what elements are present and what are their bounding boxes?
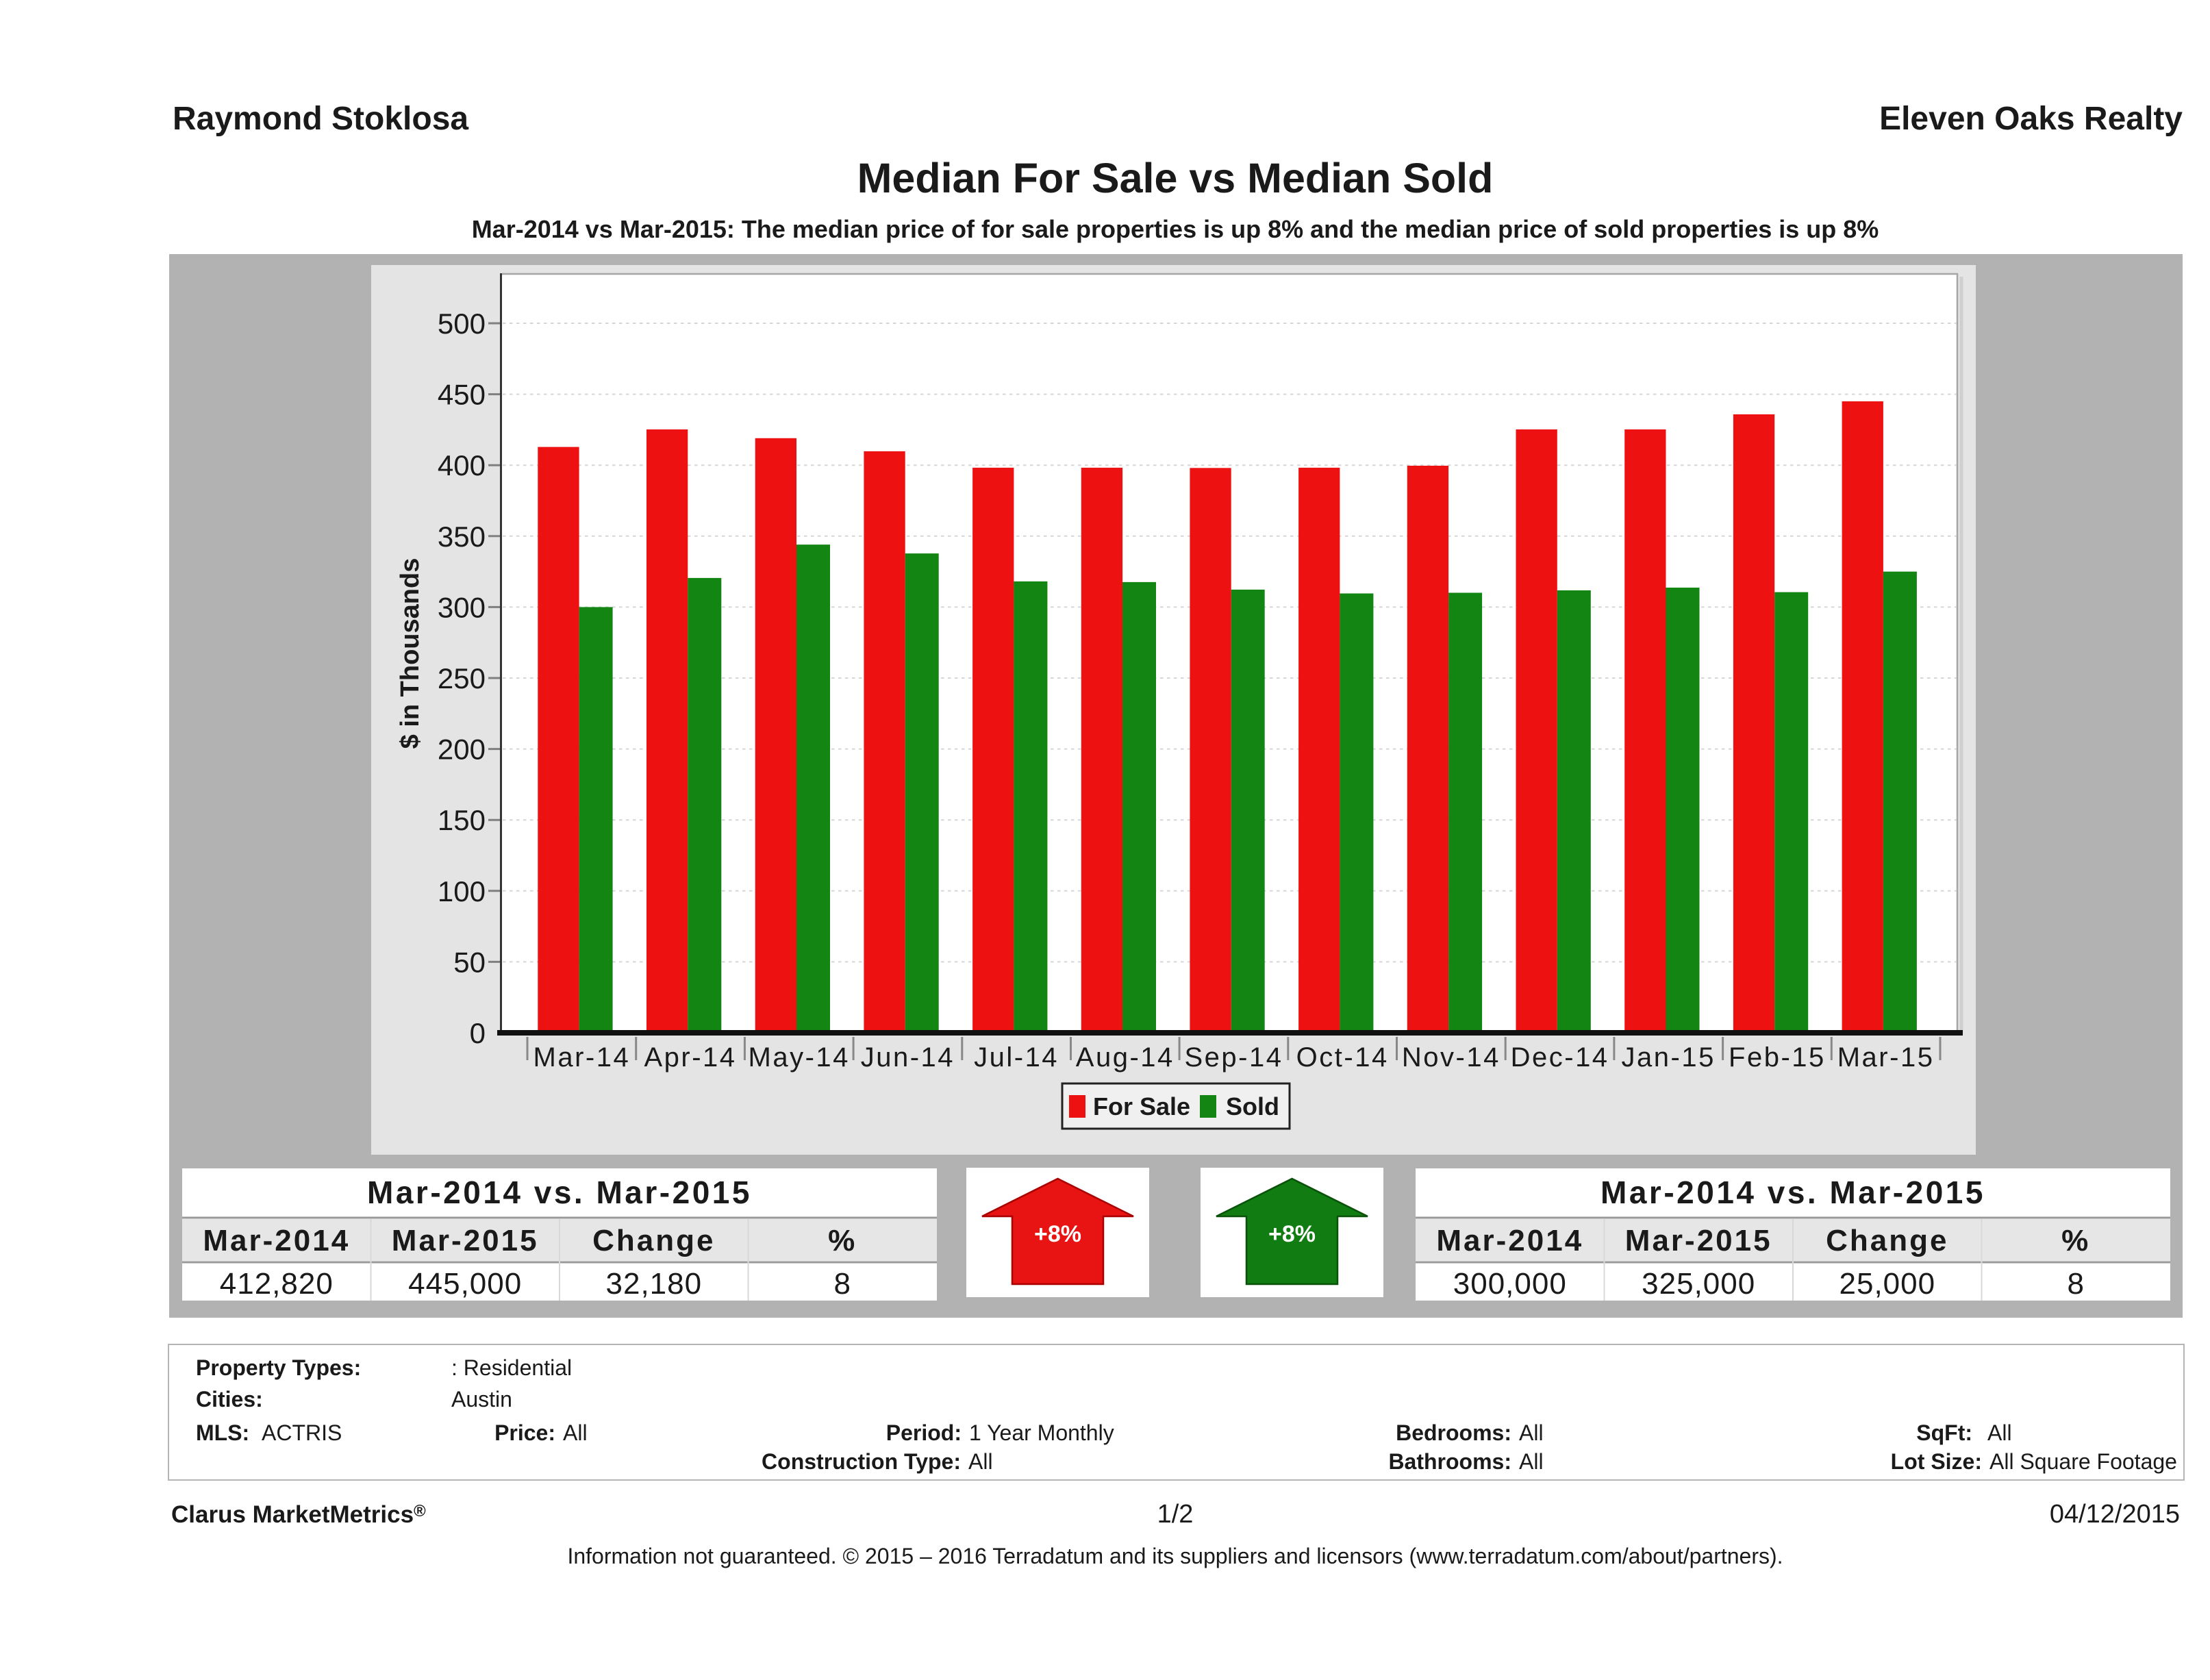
svg-text:For Sale: For Sale — [1093, 1092, 1190, 1120]
svg-text:Mar-15: Mar-15 — [1837, 1042, 1935, 1073]
svg-text:Property Types:: Property Types: — [196, 1355, 361, 1380]
svg-text:: Residential: : Residential — [451, 1355, 572, 1380]
svg-text:%: % — [828, 1224, 857, 1257]
svg-text:$ in Thousands: $ in Thousands — [396, 558, 425, 749]
svg-text:Bedrooms:: Bedrooms: — [1396, 1420, 1511, 1445]
svg-text:300,000: 300,000 — [1453, 1267, 1567, 1301]
svg-text:150: 150 — [438, 804, 486, 836]
svg-text:+8%: +8% — [1034, 1221, 1081, 1247]
svg-text:Information not guaranteed. ©: Information not guaranteed. © 2015 – 201… — [567, 1544, 1783, 1568]
svg-text:Bathrooms:: Bathrooms: — [1388, 1449, 1511, 1474]
svg-text:MLS:: MLS: — [196, 1420, 249, 1445]
svg-text:Mar-2014 vs Mar-2015: The medi: Mar-2014 vs Mar-2015: The median price o… — [472, 215, 1879, 243]
svg-text:8: 8 — [833, 1267, 851, 1301]
svg-text:Change: Change — [592, 1224, 715, 1257]
svg-text:Cities:: Cities: — [196, 1387, 263, 1412]
svg-text:Eleven Oaks Realty: Eleven Oaks Realty — [1879, 101, 2183, 137]
svg-text:300: 300 — [438, 591, 486, 623]
svg-text:325,000: 325,000 — [1642, 1267, 1755, 1301]
svg-text:All: All — [968, 1449, 993, 1474]
svg-text:Mar-2014: Mar-2014 — [203, 1224, 350, 1257]
svg-text:Mar-2014 vs. Mar-2015: Mar-2014 vs. Mar-2015 — [1600, 1175, 1985, 1210]
svg-text:All: All — [563, 1420, 588, 1445]
svg-text:Mar-2015: Mar-2015 — [1625, 1224, 1772, 1257]
svg-text:Change: Change — [1826, 1224, 1948, 1257]
svg-text:32,180: 32,180 — [606, 1267, 703, 1301]
svg-text:100: 100 — [438, 875, 486, 907]
svg-text:412,820: 412,820 — [220, 1267, 334, 1301]
svg-text:Sold: Sold — [1226, 1092, 1279, 1120]
svg-text:0: 0 — [470, 1017, 486, 1049]
svg-text:All: All — [1519, 1449, 1544, 1474]
svg-text:Mar-2014: Mar-2014 — [1436, 1224, 1583, 1257]
svg-text:Jun-14: Jun-14 — [861, 1042, 955, 1073]
svg-text:SqFt:: SqFt: — [1916, 1420, 1972, 1445]
svg-text:445,000: 445,000 — [408, 1267, 522, 1301]
svg-text:500: 500 — [438, 308, 486, 340]
svg-text:Raymond Stoklosa: Raymond Stoklosa — [173, 101, 468, 137]
svg-text:8: 8 — [2067, 1267, 2084, 1301]
svg-text:50: 50 — [453, 946, 486, 978]
svg-text:Construction Type:: Construction Type: — [762, 1449, 961, 1474]
svg-text:May-14: May-14 — [749, 1042, 850, 1073]
svg-text:Price:: Price: — [494, 1420, 555, 1445]
svg-text:ACTRIS: ACTRIS — [262, 1420, 342, 1445]
svg-text:250: 250 — [438, 662, 486, 694]
svg-text:Period:: Period: — [886, 1420, 962, 1445]
svg-text:+8%: +8% — [1268, 1221, 1316, 1247]
svg-text:Feb-15: Feb-15 — [1729, 1042, 1826, 1073]
svg-text:Dec-14: Dec-14 — [1511, 1042, 1609, 1073]
svg-text:200: 200 — [438, 734, 486, 766]
svg-text:25,000: 25,000 — [1839, 1267, 1936, 1301]
svg-text:All: All — [1987, 1420, 2012, 1445]
svg-text:All: All — [1519, 1420, 1544, 1445]
svg-text:Apr-14: Apr-14 — [644, 1042, 736, 1073]
svg-text:Aug-14: Aug-14 — [1076, 1042, 1175, 1073]
svg-text:All Square Footage: All Square Footage — [1989, 1449, 2177, 1474]
svg-text:%: % — [2061, 1224, 2090, 1257]
svg-text:1 Year Monthly: 1 Year Monthly — [969, 1420, 1114, 1445]
svg-text:Sep-14: Sep-14 — [1185, 1042, 1283, 1073]
svg-text:350: 350 — [438, 521, 486, 553]
svg-text:400: 400 — [438, 449, 486, 481]
svg-text:Median For Sale vs Median Sold: Median For Sale vs Median Sold — [857, 155, 1494, 201]
svg-text:Mar-14: Mar-14 — [533, 1042, 631, 1073]
svg-text:450: 450 — [438, 379, 486, 411]
svg-text:Austin: Austin — [451, 1387, 512, 1412]
svg-text:04/12/2015: 04/12/2015 — [2050, 1500, 2180, 1529]
svg-text:Jan-15: Jan-15 — [1622, 1042, 1716, 1073]
svg-text:Mar-2015: Mar-2015 — [392, 1224, 539, 1257]
svg-text:Oct-14: Oct-14 — [1296, 1042, 1389, 1073]
svg-text:Lot Size:: Lot Size: — [1891, 1449, 1982, 1474]
svg-text:Mar-2014 vs. Mar-2015: Mar-2014 vs. Mar-2015 — [367, 1175, 752, 1210]
svg-text:Jul-14: Jul-14 — [974, 1042, 1059, 1073]
svg-text:Nov-14: Nov-14 — [1402, 1042, 1500, 1073]
svg-text:Clarus MarketMetrics®: Clarus MarketMetrics® — [171, 1501, 426, 1528]
svg-text:1/2: 1/2 — [1157, 1500, 1194, 1529]
